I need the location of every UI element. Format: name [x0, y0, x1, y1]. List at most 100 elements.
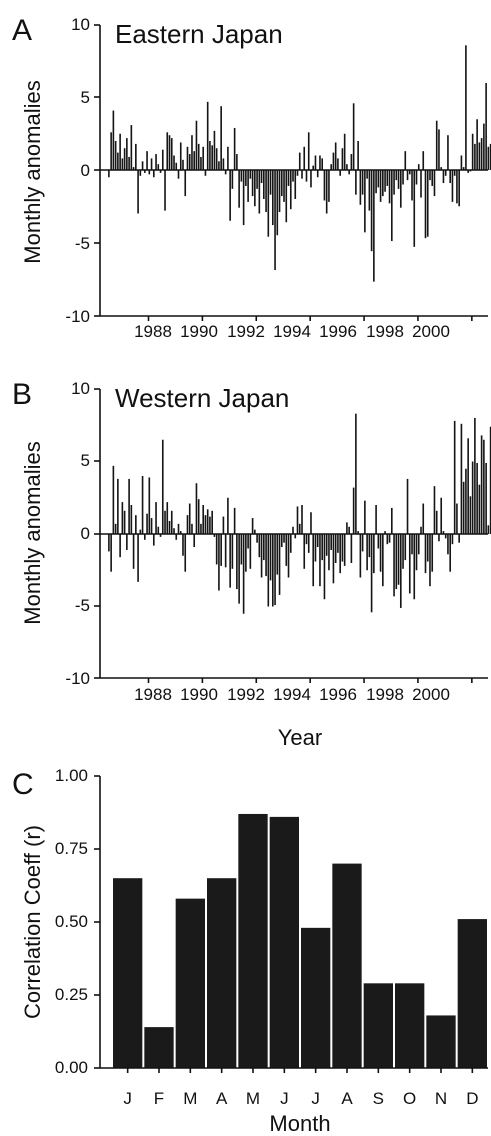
- bar: [272, 170, 274, 226]
- bar: [161, 439, 164, 534]
- month-bar: [144, 1027, 174, 1068]
- bar: [458, 534, 460, 543]
- bar: [177, 170, 180, 179]
- bar: [375, 170, 377, 194]
- bar: [462, 481, 465, 534]
- bar: [350, 534, 353, 563]
- month-label: A: [341, 1089, 353, 1108]
- bar: [152, 170, 155, 178]
- bar: [395, 534, 398, 590]
- bar: [440, 497, 443, 534]
- bar: [256, 170, 258, 189]
- month-label: J: [280, 1089, 289, 1108]
- bar: [254, 170, 256, 207]
- bar: [370, 534, 373, 613]
- month-bar: [238, 813, 268, 1068]
- bar: [227, 146, 229, 170]
- bar: [359, 534, 362, 578]
- bar: [424, 170, 427, 239]
- panel-c-xlabel: Month: [269, 1111, 330, 1136]
- panel-a-axes: [94, 24, 488, 321]
- bar: [150, 518, 153, 534]
- bar: [366, 534, 368, 571]
- bar: [119, 534, 121, 558]
- y-tick-label: -5: [75, 234, 90, 253]
- bar: [487, 525, 490, 534]
- bar: [117, 152, 119, 170]
- bar: [323, 534, 326, 600]
- bar: [182, 534, 184, 556]
- bar: [352, 487, 355, 534]
- bar: [456, 503, 458, 534]
- bar: [478, 484, 481, 534]
- month-label: O: [403, 1089, 416, 1108]
- bar: [200, 156, 202, 170]
- bar: [357, 531, 359, 534]
- x-tick-label: 1992: [227, 685, 265, 704]
- bar: [489, 426, 491, 534]
- bar: [152, 534, 155, 546]
- bar: [191, 523, 193, 534]
- bar: [453, 420, 456, 534]
- bar: [438, 129, 440, 170]
- bar: [175, 534, 178, 540]
- bar: [397, 534, 400, 585]
- bar: [447, 135, 449, 170]
- bar: [373, 170, 375, 282]
- bar: [117, 478, 119, 534]
- bar: [146, 513, 148, 534]
- bar: [148, 170, 151, 175]
- bar: [471, 133, 474, 170]
- x-tick-label: 1990: [180, 685, 218, 704]
- bar: [451, 170, 454, 202]
- panel-letter-c: C: [12, 768, 34, 801]
- month-label: D: [466, 1089, 478, 1108]
- bar: [132, 534, 135, 569]
- bar: [341, 148, 344, 170]
- bar: [247, 170, 249, 202]
- bar: [391, 507, 393, 534]
- bar: [139, 170, 142, 176]
- bar: [265, 170, 267, 213]
- month-bar: [457, 919, 487, 1068]
- month-label: F: [154, 1089, 164, 1108]
- bar: [247, 534, 249, 549]
- bar: [433, 486, 436, 534]
- month-bar: [395, 983, 425, 1068]
- bar: [222, 158, 225, 170]
- bar: [361, 534, 364, 552]
- bar: [480, 138, 483, 170]
- bar: [469, 496, 472, 534]
- month-bar: [113, 878, 143, 1068]
- bar: [200, 523, 202, 534]
- y-tick-label: 10: [71, 379, 90, 398]
- bar: [287, 534, 290, 578]
- bar: [222, 516, 225, 534]
- bar: [150, 158, 153, 170]
- bar: [413, 534, 416, 600]
- panel-c-ylabel: Correlation Coeff (r): [20, 825, 45, 1019]
- bar: [170, 138, 173, 170]
- bar: [415, 534, 418, 571]
- bar: [166, 502, 169, 534]
- bar: [283, 170, 285, 202]
- bar: [310, 512, 312, 534]
- bar: [467, 170, 469, 173]
- bar: [240, 534, 243, 565]
- bar: [415, 170, 418, 185]
- bar: [195, 120, 198, 170]
- bar: [310, 170, 312, 188]
- x-tick-label: 1994: [273, 322, 311, 341]
- bar: [289, 170, 292, 210]
- bar: [316, 534, 319, 548]
- bar: [348, 170, 350, 175]
- month-bar: [301, 927, 331, 1068]
- bar: [337, 158, 339, 170]
- bar: [112, 110, 115, 170]
- bar: [168, 135, 171, 170]
- bar: [298, 523, 301, 534]
- y-tick-label: 5: [81, 451, 90, 470]
- bar: [121, 158, 124, 170]
- x-tick-label: 1996: [319, 685, 357, 704]
